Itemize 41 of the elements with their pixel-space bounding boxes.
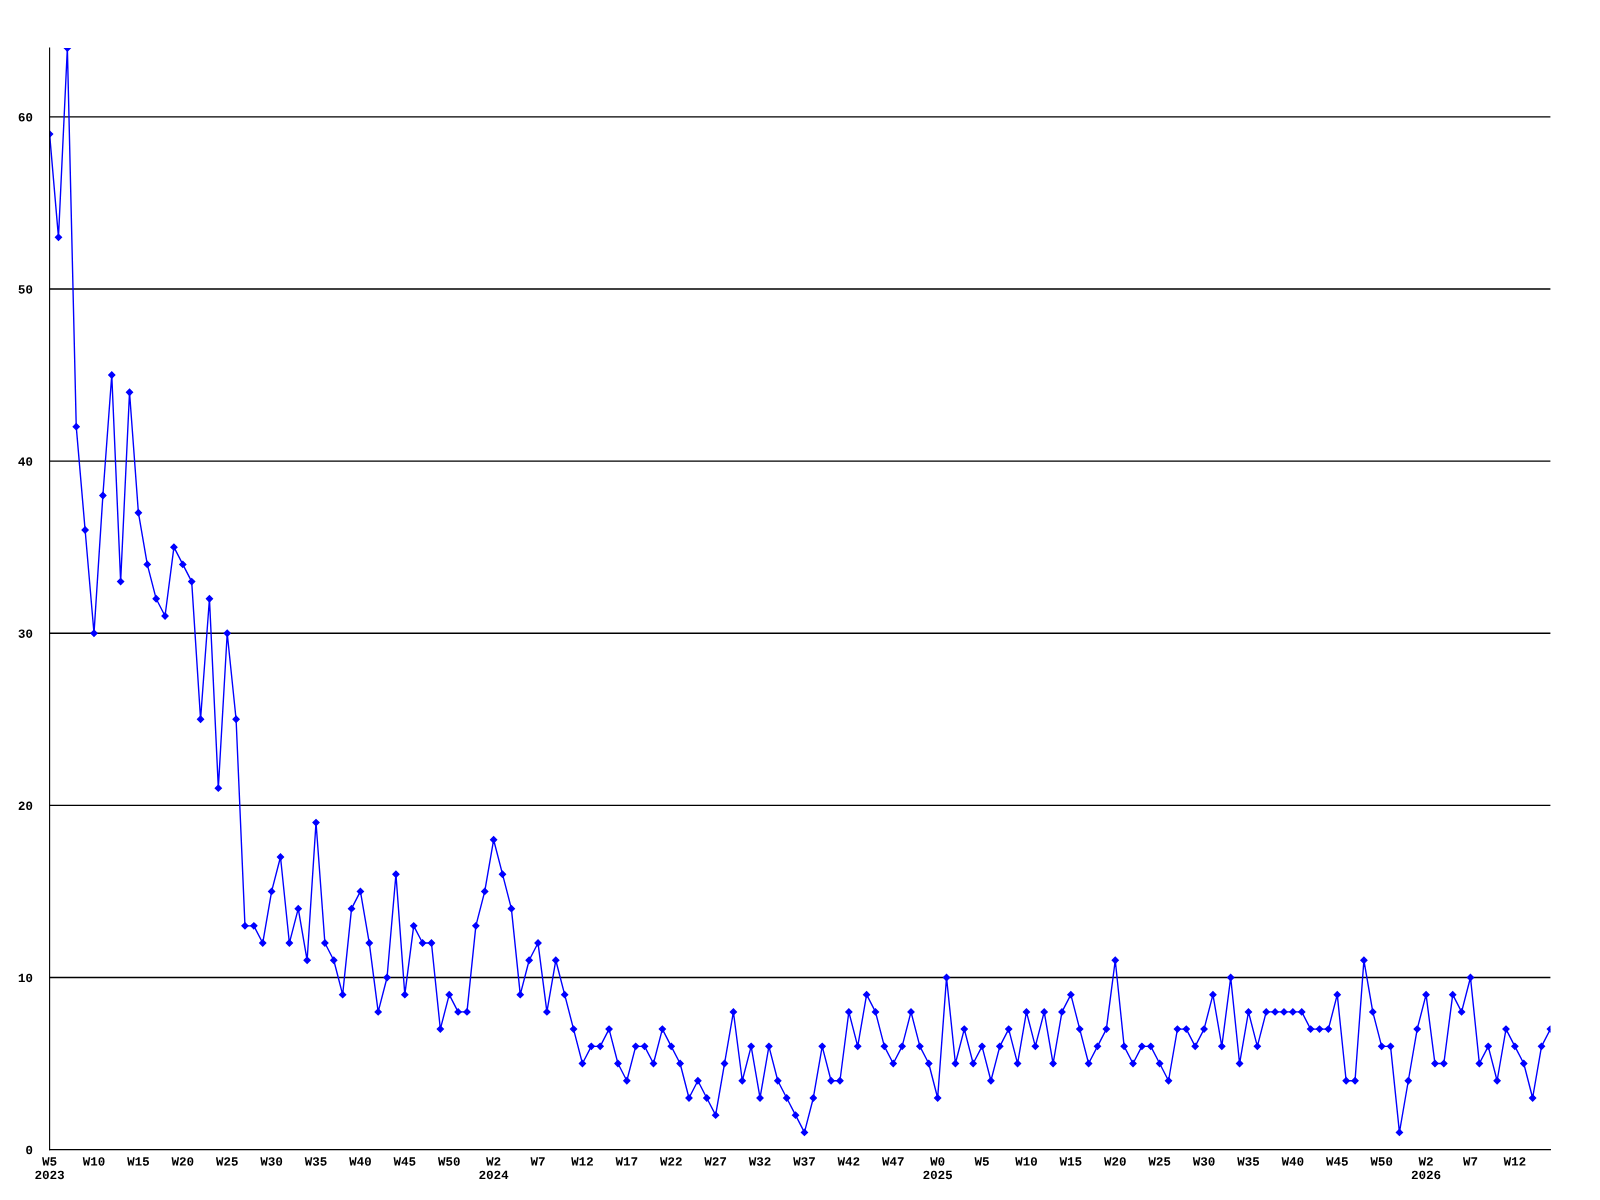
- y-tick-label: 20: [18, 801, 33, 810]
- x-tick-label: W40: [1281, 1157, 1304, 1166]
- x-tick-label: W27: [704, 1157, 727, 1166]
- x-tick-label: W45: [393, 1157, 416, 1166]
- x-tick-label: W5: [974, 1157, 989, 1166]
- x-tick-label: W17: [615, 1157, 638, 1166]
- x-tick-label: W40: [349, 1157, 371, 1166]
- x-tick-label: W25: [1148, 1157, 1171, 1166]
- x-tick-label: W50: [1370, 1157, 1393, 1166]
- x-tick-label: W20: [1104, 1157, 1126, 1166]
- x-tick-label: W15: [127, 1157, 150, 1166]
- x-tick-label: W22: [659, 1157, 682, 1166]
- x-tick-label: W35: [304, 1157, 327, 1166]
- y-tick-label: 50: [18, 285, 33, 294]
- x-tick-label: W10: [82, 1157, 105, 1166]
- x-tick-label: W12: [571, 1157, 593, 1166]
- x-tick-label: W15: [1059, 1157, 1082, 1166]
- y-tick-label: 40: [18, 457, 33, 466]
- x-tick-label: W7: [1462, 1157, 1478, 1166]
- y-tick-label: 0: [26, 1145, 33, 1155]
- x-tick-label: W12: [1503, 1157, 1526, 1166]
- y-tick-label: 30: [18, 629, 33, 638]
- y-tick-label: 10: [18, 973, 33, 983]
- x-tick-label: W10: [1015, 1157, 1037, 1166]
- y-tick-label: 60: [18, 113, 33, 122]
- x-tick-label: W30: [1192, 1157, 1215, 1166]
- x-tick-label: W2 2026: [1411, 1157, 1441, 1180]
- x-tick-label: W2 2024: [479, 1157, 509, 1180]
- x-tick-label: W30: [260, 1157, 283, 1166]
- x-tick-label: W47: [881, 1157, 904, 1166]
- x-tick-label: W7: [530, 1157, 545, 1166]
- x-tick-label: W50: [437, 1157, 460, 1166]
- x-tick-label: W32: [748, 1157, 771, 1166]
- x-tick-label: W35: [1237, 1157, 1260, 1166]
- x-tick-label: W45: [1326, 1157, 1348, 1166]
- x-tick-label: W5 2023: [35, 1157, 64, 1180]
- x-tick-label: W42: [837, 1157, 860, 1166]
- x-tick-label: W0 2025: [923, 1157, 952, 1180]
- x-tick-label: W37: [793, 1157, 815, 1166]
- x-tick-label: W20: [171, 1157, 194, 1166]
- x-tick-label: W25: [215, 1157, 238, 1166]
